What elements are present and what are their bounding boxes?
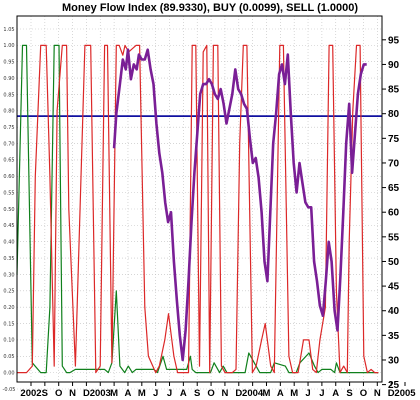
x-tick-label: J (167, 388, 172, 399)
left-tick-label: 0.05 (3, 354, 14, 360)
left-axis-ticks: 1.05 1.00 0.95 0.90 0.85 0.80 0.75 0.70 0.65 0.60… (3, 27, 16, 393)
left-tick-label: -0.05 (3, 387, 16, 393)
left-tick-label: 0.50 (3, 207, 14, 213)
left-tick-label: 0.35 (3, 256, 14, 262)
x-tick-label: S (42, 388, 48, 399)
x-tick-label: M (290, 388, 298, 399)
left-tick-label: 0.00 (3, 370, 14, 376)
x-tick-label: S (346, 388, 352, 399)
left-tick-label: 0.20 (3, 305, 14, 311)
right-tick-label: 70 (388, 158, 400, 169)
x-tick-label: A (180, 388, 187, 399)
x-tick-label: 2003 (90, 388, 111, 399)
left-tick-label: 0.80 (3, 109, 14, 115)
x-tick-label: S (194, 388, 200, 399)
x-tick-label: M (263, 388, 271, 399)
right-tick-label: 50 (388, 257, 400, 268)
x-tick-label: 2004 (242, 388, 264, 399)
left-tick-label: 0.55 (3, 190, 14, 196)
right-tick-label: 60 (388, 208, 400, 219)
x-axis-ticks: 2002 S O N D 2003 M A M J J A S O N D 2004 M A M J J A S O N D 2005 (20, 382, 416, 399)
series-lines (16, 44, 382, 374)
left-tick-label: 0.60 (3, 174, 14, 180)
left-tick-label: 0.75 (3, 125, 14, 131)
x-tick-label: O (207, 388, 214, 399)
right-tick-label: 80 (388, 109, 400, 120)
x-tick-label: 2005 (394, 388, 416, 399)
left-tick-label: 0.40 (3, 240, 14, 246)
mfi-series-line (112, 48, 367, 362)
left-tick-label: 0.30 (3, 272, 14, 278)
sell-series-line (17, 44, 379, 374)
left-tick-label: 0.95 (3, 60, 14, 66)
left-tick-label: 0.10 (3, 338, 14, 344)
right-tick-label: 45 (388, 282, 400, 293)
x-tick-label: N (221, 388, 228, 399)
x-tick-label: O (55, 388, 62, 399)
left-tick-label: 0.70 (3, 141, 14, 147)
x-tick-label: J (153, 388, 158, 399)
x-tick-label: N (374, 388, 381, 399)
left-tick-label: 0.25 (3, 289, 14, 295)
left-tick-label: 1.00 (3, 43, 14, 49)
right-tick-label: 95 (388, 35, 400, 46)
x-tick-label: 2002 (20, 388, 41, 399)
right-tick-label: 25 (388, 380, 400, 391)
right-tick-label: 65 (388, 183, 400, 194)
right-tick-label: 35 (388, 331, 400, 342)
x-tick-label: D (388, 388, 395, 399)
x-tick-label: N (69, 388, 76, 399)
x-tick-label: D (235, 388, 242, 399)
right-tick-label: 90 (388, 60, 400, 71)
x-tick-label: D (83, 388, 90, 399)
right-axis-ticks: 95 90 85 80 75 70 65 60 55 50 45 40 35 30 25 (382, 35, 400, 391)
right-tick-label: 75 (388, 134, 400, 145)
right-tick-label: 55 (388, 232, 400, 243)
x-tick-label: A (332, 388, 339, 399)
x-tick-label: M (138, 388, 146, 399)
left-tick-label: 0.65 (3, 158, 14, 164)
left-tick-label: 1.05 (3, 27, 14, 33)
left-tick-label: 0.85 (3, 92, 14, 98)
plot-area-frame (16, 15, 383, 383)
right-tick-label: 85 (388, 85, 400, 96)
left-tick-label: 0.90 (3, 76, 14, 82)
x-tick-label: A (125, 388, 132, 399)
x-tick-label: J (319, 388, 324, 399)
right-tick-label: 40 (388, 306, 400, 317)
x-tick-label: O (360, 388, 367, 399)
x-tick-label: M (110, 388, 118, 399)
chart-title: Money Flow Index (89.9330), BUY (0.0099)… (62, 2, 358, 14)
left-tick-label: 0.45 (3, 223, 14, 229)
x-tick-label: J (305, 388, 310, 399)
left-tick-label: 0.15 (3, 321, 14, 327)
right-tick-label: 30 (388, 355, 400, 366)
x-tick-label: A (277, 388, 284, 399)
